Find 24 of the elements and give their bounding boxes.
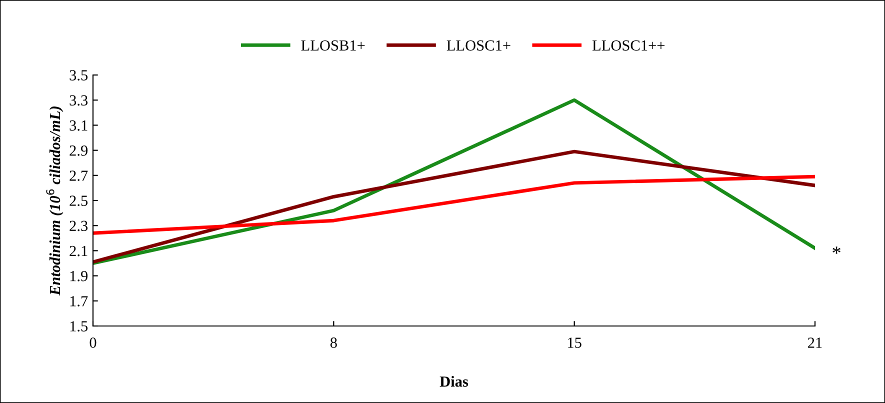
y-tick-label: 1.7 [70,296,88,306]
x-tick-label: 0 [90,338,96,348]
y-tick-label: 1.9 [70,270,88,282]
x-tick-label: 8 [330,338,337,348]
legend-label: LLOSC1+ [446,40,510,51]
y-tick-label: 2.5 [70,196,88,206]
y-tick-label: 2.7 [70,170,88,181]
x-tick-label: 15 [568,338,582,348]
annotation: * [832,246,840,254]
y-tick-label: 2.9 [70,145,88,156]
line-series [93,174,815,235]
y-tick-label: 1.5 [70,321,88,332]
line-series [93,150,815,264]
legend-label: LLOSC1++ [592,40,665,51]
y-axis-title: Entodinium (10$^{6}$ ciliados/mL) [46,106,64,296]
y-tick-label: 3.3 [70,95,88,106]
y-tick-label: 3.1 [70,120,88,131]
y-tick-label: 2.1 [70,246,88,256]
y-tick-label: 2.3 [70,220,88,232]
legend-label: LLOSB1+ [301,40,365,51]
y-tick-label: 3.5 [70,70,88,81]
line-series [93,98,815,265]
x-axis-title: Dias [440,376,468,387]
x-tick-label: 21 [808,338,822,348]
